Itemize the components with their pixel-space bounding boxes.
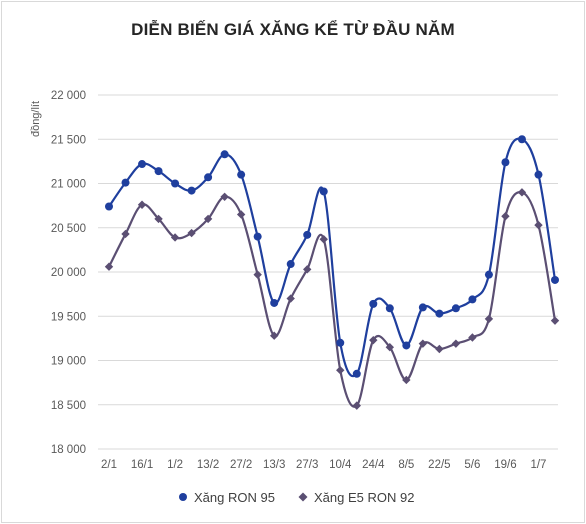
legend-label: Xăng E5 RON 92 <box>314 490 414 505</box>
y-tick-label: 18 000 <box>51 444 86 456</box>
data-point <box>451 304 460 313</box>
data-point <box>187 186 196 195</box>
legend-item: Xăng RON 95 <box>179 490 275 505</box>
data-point <box>402 341 411 350</box>
y-tick-label: 20 500 <box>51 223 86 235</box>
y-tick-label: 19 500 <box>51 311 86 323</box>
legend-item: Xăng E5 RON 92 <box>298 490 414 505</box>
data-point <box>468 333 477 342</box>
data-point <box>369 299 378 308</box>
data-point <box>121 178 130 187</box>
x-tick-label: 22/5 <box>428 459 450 471</box>
data-point <box>517 135 526 144</box>
data-point <box>418 339 428 348</box>
data-point <box>137 200 147 209</box>
x-tick-label: 1/2 <box>167 459 183 471</box>
y-axis-label: đồng/lít <box>30 101 42 137</box>
data-point <box>237 170 246 179</box>
data-point <box>121 229 130 239</box>
data-point <box>138 160 147 169</box>
x-tick-label: 13/2 <box>197 459 219 471</box>
data-point <box>154 167 163 176</box>
x-tick-label: 27/2 <box>230 459 252 471</box>
data-point <box>220 192 229 201</box>
data-point <box>220 150 229 159</box>
series-layer <box>104 135 560 410</box>
data-point <box>484 270 493 279</box>
data-point <box>236 210 246 219</box>
data-point <box>501 212 510 221</box>
data-point <box>319 235 328 244</box>
series-xăng-e5-ron-92 <box>104 188 560 410</box>
data-point <box>286 294 295 303</box>
data-point <box>204 173 213 182</box>
legend-marker <box>298 492 308 502</box>
data-point <box>352 401 361 410</box>
data-point <box>253 270 262 279</box>
data-point <box>303 230 312 239</box>
series-line <box>108 190 557 408</box>
x-tick-label: 10/4 <box>329 459 352 471</box>
data-point <box>369 335 378 345</box>
data-point <box>352 369 361 378</box>
data-point <box>435 309 444 318</box>
data-point <box>484 314 494 324</box>
x-tick-label: 13/3 <box>263 459 285 471</box>
y-tick-label: 19 000 <box>51 356 86 368</box>
x-tick-label: 5/6 <box>464 459 480 471</box>
series-xăng-ron-95 <box>105 135 559 378</box>
data-point <box>154 214 163 224</box>
series-line <box>108 137 557 378</box>
y-tick-label: 21 000 <box>51 179 86 191</box>
data-point <box>385 343 395 352</box>
x-tick-label: 8/5 <box>398 459 414 471</box>
data-point <box>418 303 427 312</box>
y-tick-label: 21 500 <box>51 134 86 146</box>
data-point <box>550 316 560 325</box>
data-point <box>501 158 510 167</box>
x-tick-label: 16/1 <box>131 459 153 471</box>
x-tick-label: 1/7 <box>530 459 546 471</box>
data-point <box>187 228 196 238</box>
data-point <box>468 295 477 304</box>
data-point <box>534 220 543 230</box>
y-axis-ticks: 18 000 18 500 19 000 19 500 20 000 20 500 21 0… <box>51 90 86 456</box>
chart-title: DIỄN BIẾN GIÁ XĂNG KỂ TỪ ĐẦU NĂM <box>131 20 455 39</box>
legend-marker <box>179 493 187 501</box>
y-tick-label: 20 000 <box>51 267 86 279</box>
y-tick-label: 22 000 <box>51 90 86 102</box>
data-point <box>170 233 180 242</box>
x-axis-ticks: 2/1 16/1 1/2 13/2 27/2 13/3 27/3 10/4 24/4 8/5 22/… <box>101 459 546 471</box>
data-point <box>336 338 345 347</box>
x-tick-label: 24/4 <box>362 459 385 471</box>
data-point <box>402 375 411 385</box>
data-point <box>319 187 328 196</box>
data-point <box>534 170 543 179</box>
data-point <box>104 262 114 271</box>
data-point <box>253 232 262 241</box>
data-point <box>303 265 312 274</box>
data-point <box>286 260 295 269</box>
data-point <box>171 179 180 188</box>
data-point <box>269 331 279 340</box>
data-point <box>517 188 527 197</box>
legend-label: Xăng RON 95 <box>194 490 275 505</box>
legend: Xăng RON 95 Xăng E5 RON 92 <box>179 490 414 505</box>
x-tick-label: 27/3 <box>296 459 318 471</box>
data-point <box>451 339 461 348</box>
data-point <box>270 298 279 307</box>
x-tick-label: 2/1 <box>101 459 117 471</box>
data-point <box>203 214 213 224</box>
x-tick-label: 19/6 <box>494 459 516 471</box>
data-point <box>105 202 113 211</box>
y-tick-label: 18 500 <box>51 400 86 412</box>
data-point <box>435 344 444 354</box>
data-point <box>385 304 394 313</box>
data-point <box>551 275 559 284</box>
data-point <box>336 366 345 375</box>
